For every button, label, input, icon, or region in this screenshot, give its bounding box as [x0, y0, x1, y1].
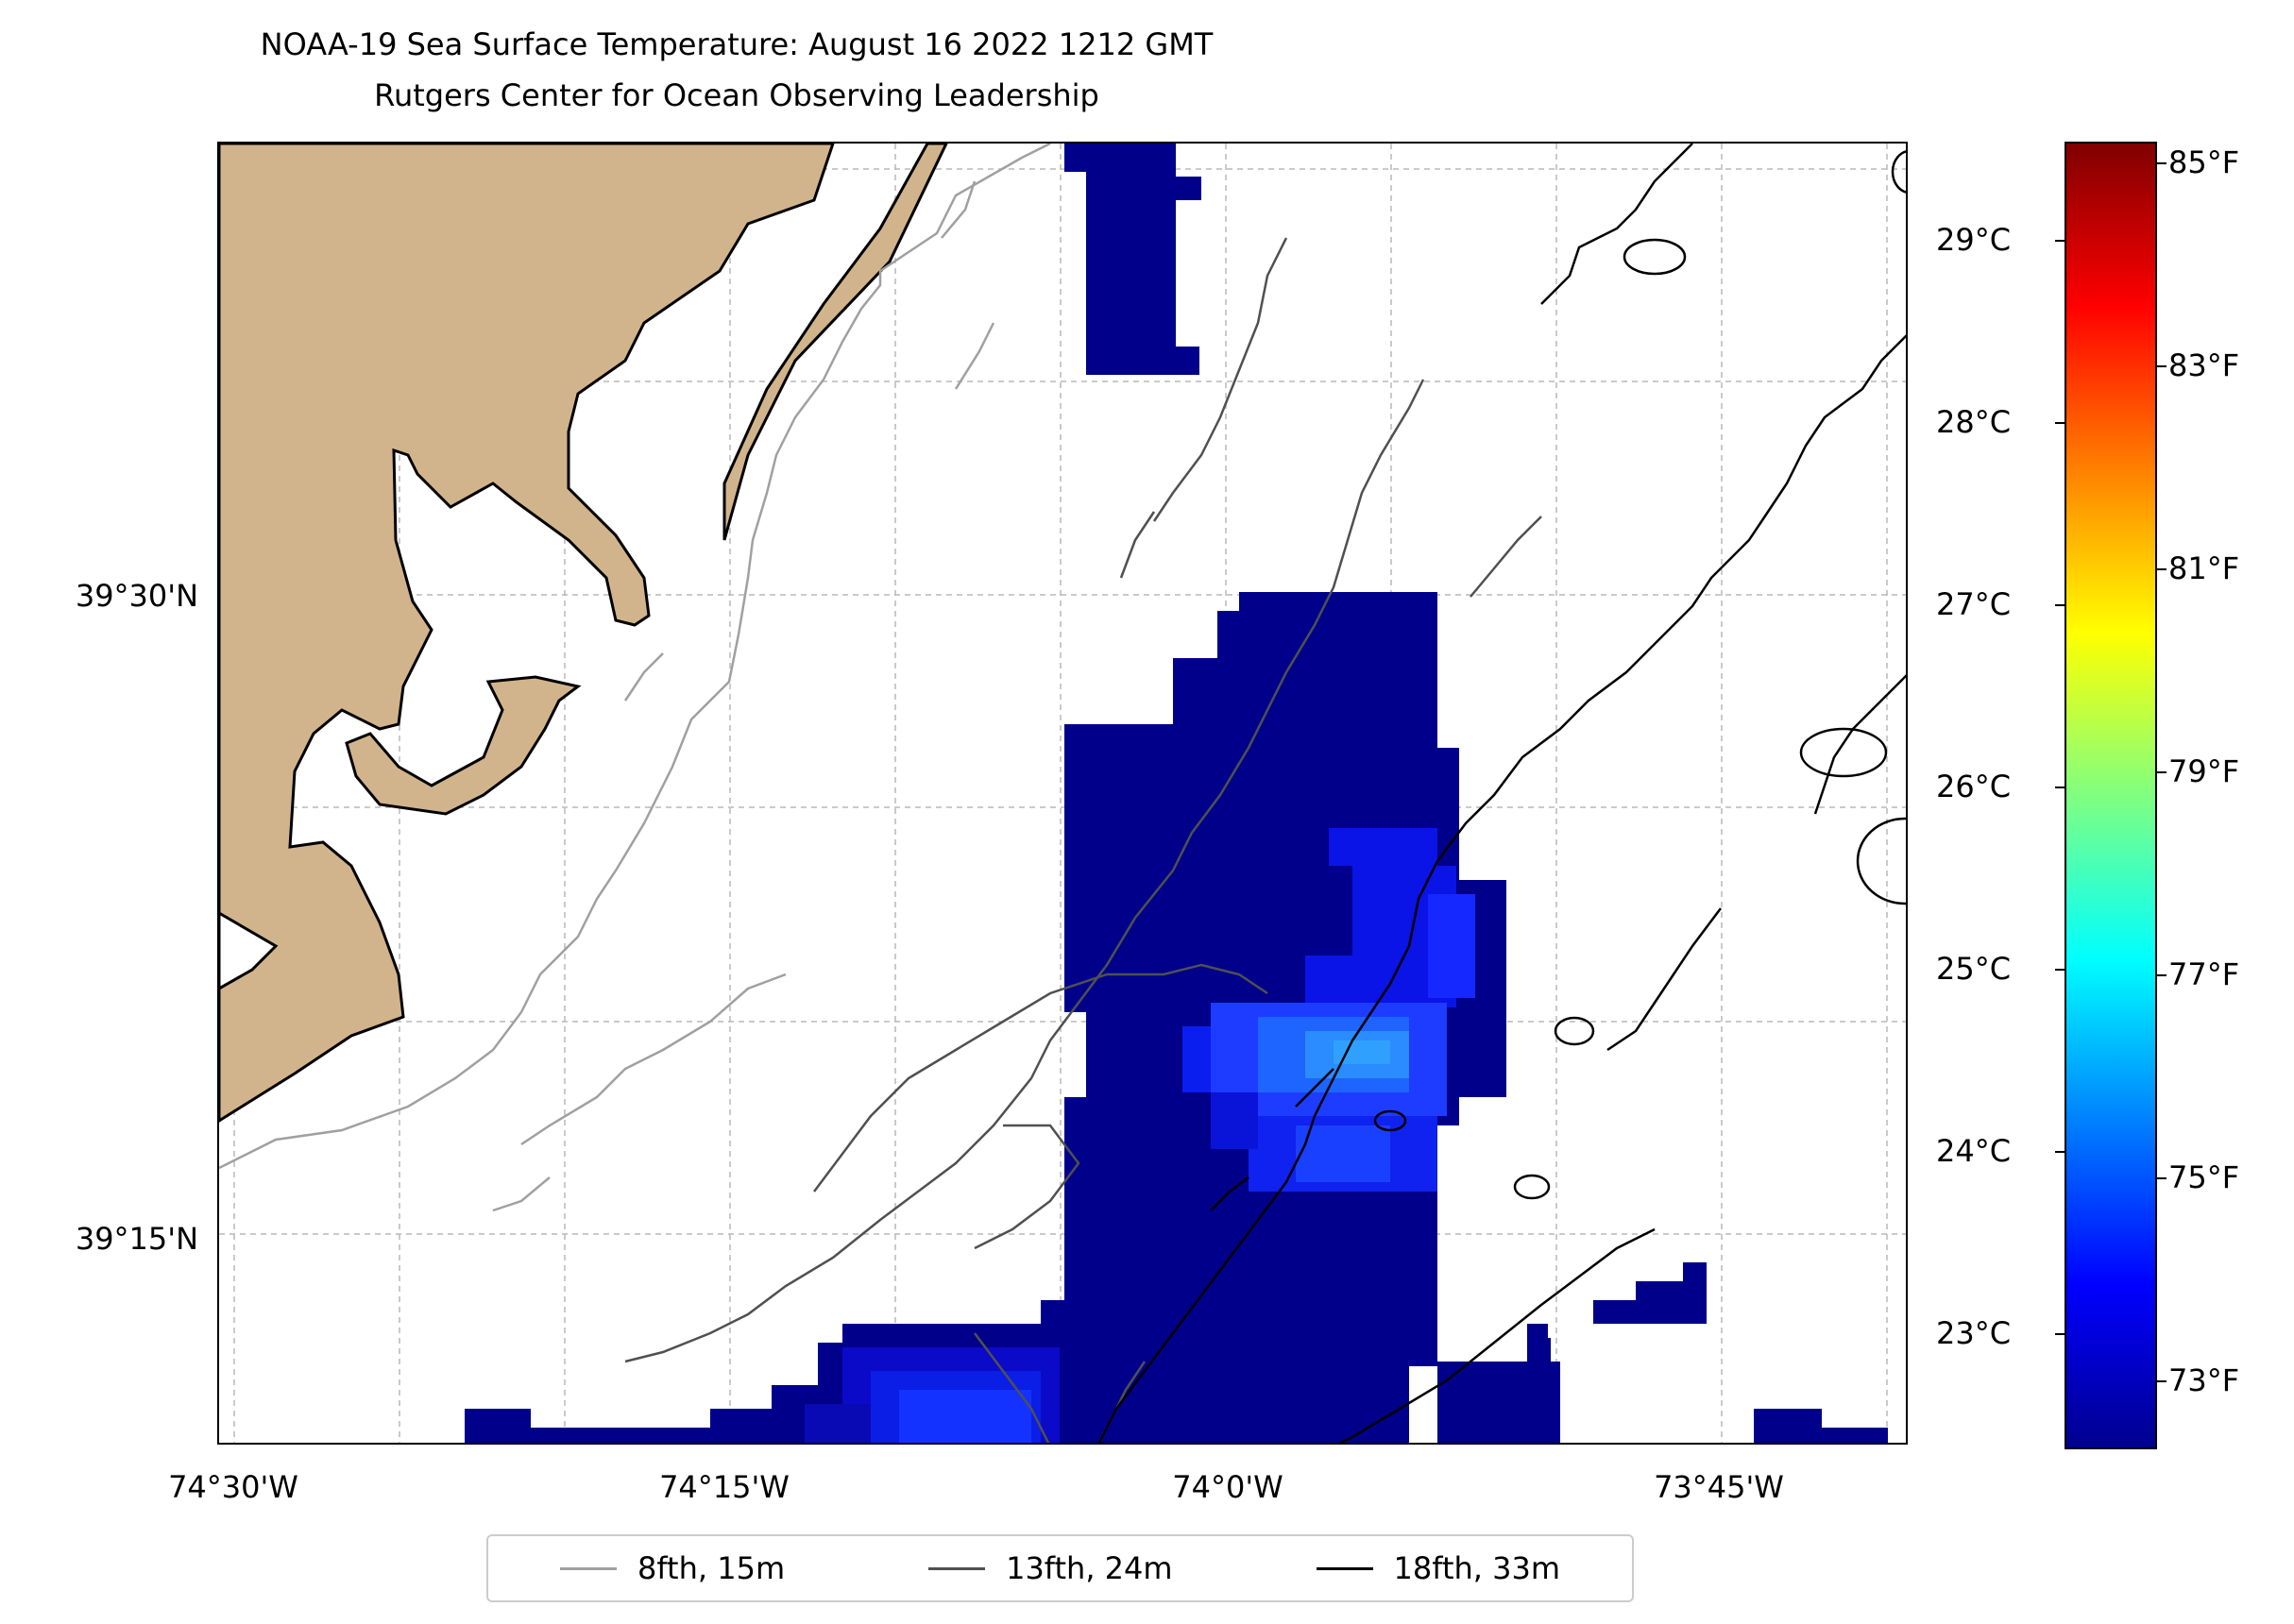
contour-legend: 8fth, 15m 13fth, 24m 18fth, 33m [486, 1534, 1634, 1602]
legend-item-13fth: 13fth, 24m [928, 1550, 1173, 1586]
colorbar-fahrenheit-label: 79°F [2168, 753, 2240, 789]
contour-18fth [1097, 144, 1906, 1443]
legend-label: 8fth, 15m [637, 1550, 786, 1586]
colorbar-fahrenheit-label: 75°F [2168, 1159, 2240, 1195]
chart-title: NOAA-19 Sea Surface Temperature: August … [260, 26, 1214, 62]
coastline-land [219, 144, 948, 1123]
lat-label-39-30: 39°30'N [75, 578, 198, 614]
colorbar-celsius-label: 28°C [1936, 404, 2012, 440]
legend-label: 13fth, 24m [1006, 1550, 1173, 1586]
lon-label-74-30: 74°30'W [168, 1469, 298, 1505]
colorbar-fahrenheit-label: 77°F [2168, 956, 2240, 992]
map-canvas [219, 144, 1906, 1443]
colorbar-celsius-label: 25°C [1936, 951, 2012, 987]
colorbar-fahrenheit-label: 81°F [2168, 550, 2240, 586]
legend-line-swatch [928, 1566, 986, 1570]
lon-label-74-15: 74°15'W [659, 1469, 790, 1505]
colorbar-fahrenheit-label: 85°F [2168, 144, 2240, 180]
contour-8fth [219, 144, 1051, 1212]
lon-label-74-0: 74°0'W [1172, 1469, 1283, 1505]
legend-item-8fth: 8fth, 15m [559, 1550, 786, 1586]
lon-label-73-45: 73°45'W [1654, 1469, 1784, 1505]
colorbar-celsius-label: 23°C [1936, 1315, 2012, 1351]
legend-line-swatch [1316, 1566, 1373, 1570]
colorbar-celsius-label: 27°C [1936, 586, 2012, 622]
legend-item-18fth: 18fth, 33m [1316, 1550, 1561, 1586]
chart-subtitle: Rutgers Center for Ocean Observing Leade… [374, 77, 1099, 113]
colorbar [2055, 142, 2167, 1449]
legend-line-swatch [559, 1566, 617, 1570]
sst-field [465, 144, 1888, 1443]
colorbar-celsius-label: 24°C [1936, 1133, 2012, 1169]
lat-label-39-15: 39°15'N [75, 1221, 198, 1257]
map-panel [217, 142, 1908, 1445]
colorbar-celsius-label: 29°C [1936, 222, 2012, 258]
legend-label: 18fth, 33m [1393, 1550, 1561, 1586]
contour-islands [1373, 150, 1906, 1200]
colorbar-fahrenheit-label: 83°F [2168, 347, 2240, 383]
colorbar-fahrenheit-label: 73°F [2168, 1362, 2240, 1398]
colorbar-celsius-label: 26°C [1936, 769, 2012, 804]
